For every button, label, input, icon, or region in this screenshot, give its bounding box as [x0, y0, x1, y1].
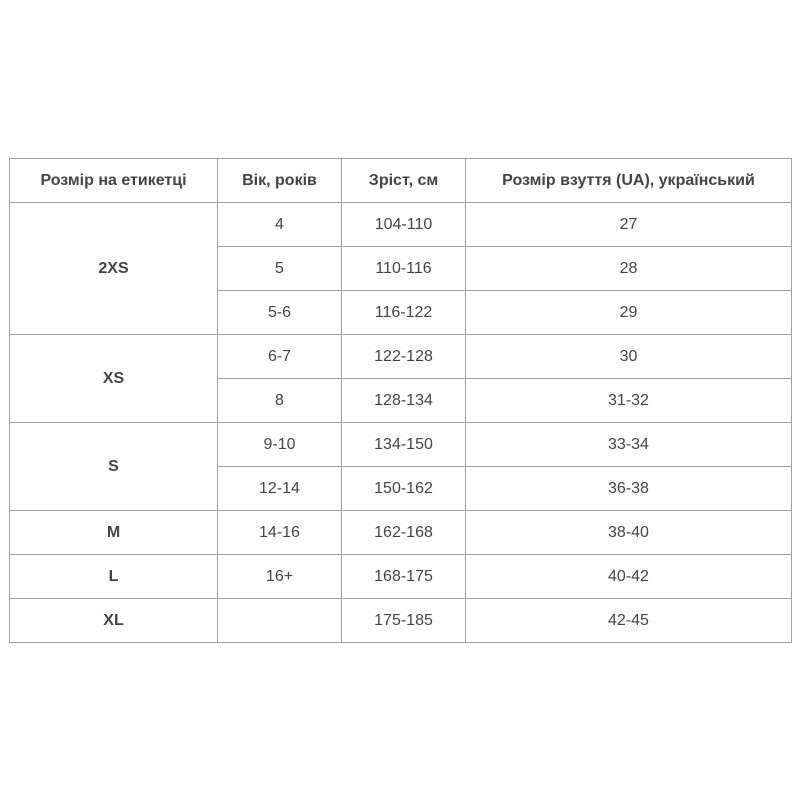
table-row: L 16+ 168-175 40-42 — [9, 554, 792, 599]
table-row: 8 128-134 31-32 — [10, 378, 792, 423]
size-label-cell: S — [9, 422, 218, 511]
size-label-cell: XS — [9, 334, 218, 423]
table-row: 2XS 4 104-110 27 — [9, 202, 792, 335]
shoe-size-cell: 29 — [465, 290, 792, 335]
table-row: 5 110-116 28 — [10, 246, 792, 291]
size-label-cell: XL — [9, 598, 218, 643]
shoe-size-cell: 28 — [465, 246, 792, 291]
size-label-cell: 2XS — [9, 202, 218, 335]
table-row: XL 175-185 42-45 — [9, 598, 792, 643]
shoe-size-cell: 31-32 — [465, 378, 792, 423]
height-cell: 134-150 — [341, 422, 466, 467]
age-cell — [217, 598, 342, 643]
shoe-size-cell: 30 — [465, 334, 792, 379]
age-cell: 16+ — [217, 554, 342, 599]
table-row: S 9-10 134-150 33-34 — [9, 422, 792, 511]
shoe-size-cell: 38-40 — [465, 510, 792, 555]
height-cell: 122-128 — [341, 334, 466, 379]
table-row: XS 6-7 122-128 30 — [9, 334, 792, 423]
age-cell: 9-10 — [217, 422, 342, 467]
table-row: 12-14 150-162 36-38 — [10, 466, 792, 511]
size-label-cell: L — [9, 554, 218, 599]
height-cell: 168-175 — [341, 554, 466, 599]
height-cell: 150-162 — [341, 466, 466, 511]
age-cell: 14-16 — [217, 510, 342, 555]
height-cell: 116-122 — [341, 290, 466, 335]
header-shoe-size: Розмір взуття (UA), український — [465, 158, 792, 203]
shoe-size-cell: 33-34 — [465, 422, 792, 467]
age-cell: 5 — [217, 246, 342, 291]
age-cell: 8 — [217, 378, 342, 423]
height-cell: 128-134 — [341, 378, 466, 423]
shoe-size-cell: 42-45 — [465, 598, 792, 643]
height-cell: 175-185 — [341, 598, 466, 643]
age-cell: 6-7 — [217, 334, 342, 379]
shoe-size-cell: 27 — [465, 202, 792, 247]
header-height: Зріст, см — [341, 158, 466, 203]
shoe-size-cell: 36-38 — [465, 466, 792, 511]
age-cell: 5-6 — [217, 290, 342, 335]
height-cell: 104-110 — [341, 202, 466, 247]
size-chart-table: Розмір на етикетці Вік, років Зріст, см … — [9, 158, 792, 643]
height-cell: 110-116 — [341, 246, 466, 291]
size-label-cell: M — [9, 510, 218, 555]
header-row: Розмір на етикетці Вік, років Зріст, см … — [9, 158, 792, 203]
table-row: M 14-16 162-168 38-40 — [9, 510, 792, 555]
height-cell: 162-168 — [341, 510, 466, 555]
header-age: Вік, років — [217, 158, 342, 203]
shoe-size-cell: 40-42 — [465, 554, 792, 599]
age-cell: 4 — [217, 202, 342, 247]
table-row: 5-6 116-122 29 — [10, 290, 792, 335]
header-label-size: Розмір на етикетці — [9, 158, 218, 203]
age-cell: 12-14 — [217, 466, 342, 511]
